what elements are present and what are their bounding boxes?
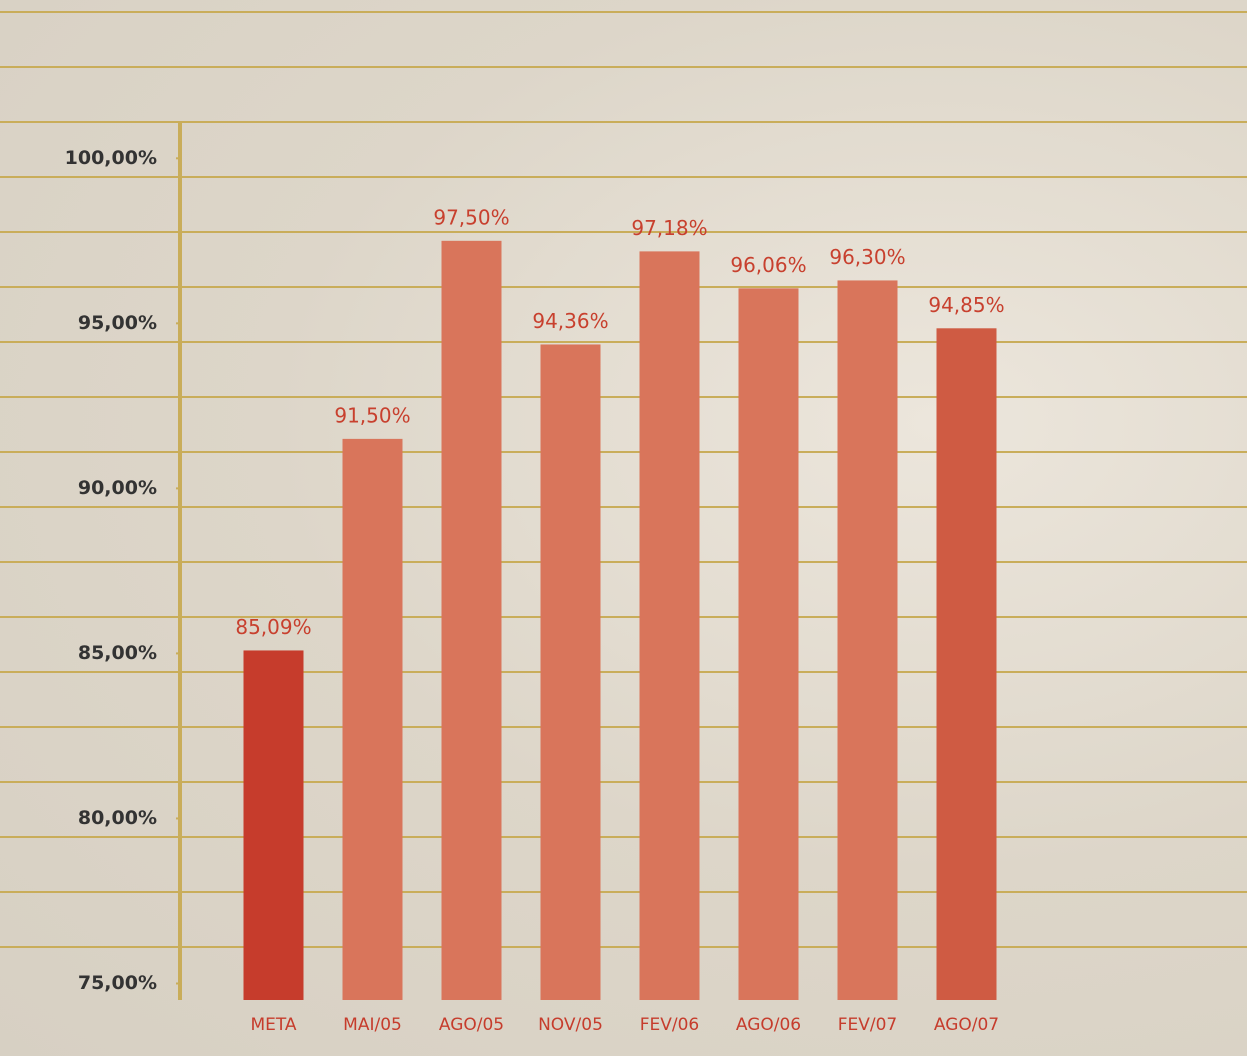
bar [343, 439, 403, 1000]
chart: 75,00% 80,00% 85,00% 90,00% 95,00% 100,00% MET… [0, 0, 1247, 1056]
x-tick-label: AGO/07 [934, 1015, 999, 1035]
y-tick-label: 95,00% [78, 312, 157, 334]
x-tick-label: FEV/07 [838, 1015, 898, 1035]
x-tick-label: META [250, 1015, 296, 1035]
y-tick-label: 80,00% [78, 807, 157, 829]
page: 75,00% 80,00% 85,00% 90,00% 95,00% 100,00% MET… [0, 0, 1247, 1056]
y-tick-label: 90,00% [78, 477, 157, 499]
value-label: 97,18% [631, 216, 707, 240]
value-label: 85,09% [235, 615, 311, 639]
y-tick-label: 75,00% [78, 972, 157, 994]
value-label: 97,50% [433, 205, 509, 229]
bar [442, 241, 502, 1000]
value-label: 96,06% [730, 253, 806, 277]
bar [739, 288, 799, 1000]
value-label: 91,50% [334, 403, 410, 427]
x-tick-label: MAI/05 [343, 1015, 402, 1035]
x-tick-label: NOV/05 [538, 1015, 603, 1035]
y-tick-label: 85,00% [78, 642, 157, 664]
bar [541, 344, 601, 1000]
x-tick-label: AGO/05 [439, 1015, 504, 1035]
bar [937, 328, 997, 1000]
value-label: 94,85% [928, 293, 1004, 317]
value-label: 96,30% [829, 245, 905, 269]
bar [244, 650, 304, 1000]
bar [838, 280, 898, 1000]
value-label: 94,36% [532, 309, 608, 333]
x-tick-label: AGO/06 [736, 1015, 801, 1035]
bar [640, 251, 700, 1000]
x-tick-label: FEV/06 [640, 1015, 700, 1035]
y-tick-label: 100,00% [65, 147, 157, 169]
